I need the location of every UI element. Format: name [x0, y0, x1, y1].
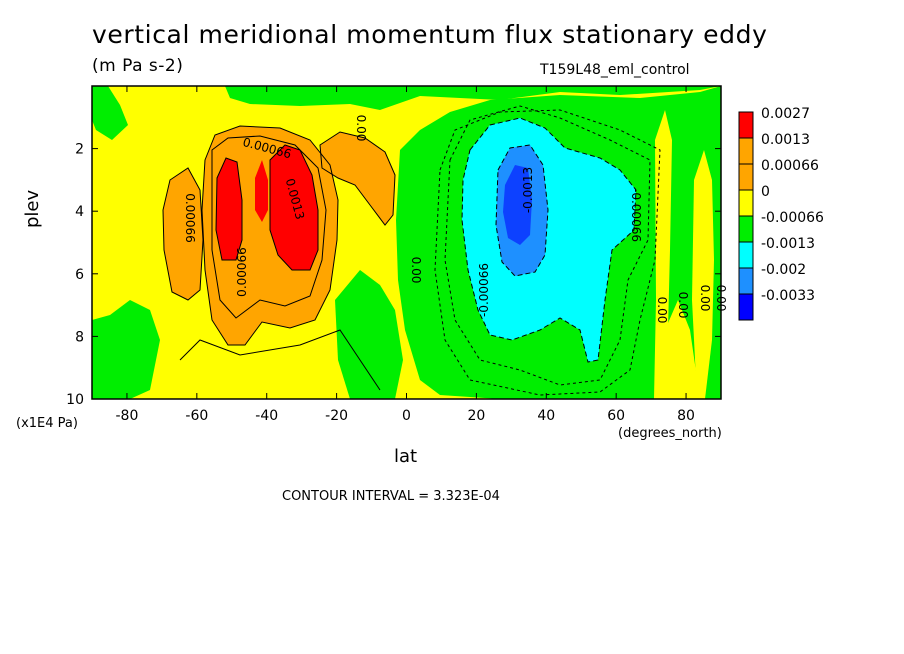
contour-label: -0.0013: [521, 167, 535, 213]
legend-label: 0: [761, 184, 770, 200]
legend-label: 0.0013: [761, 132, 810, 148]
legend-swatch: [738, 215, 754, 243]
x-tick-label: 0: [402, 408, 411, 424]
region-neg-sp: [92, 86, 128, 140]
chart-title: vertical meridional momentum flux statio…: [92, 20, 768, 49]
x-axis-label: lat: [394, 446, 418, 467]
y-tick-label: 2: [75, 142, 84, 158]
legend-label: -0.00066: [761, 210, 824, 226]
contour-field: [92, 86, 721, 399]
contour-label: 0.00: [714, 285, 728, 312]
legend-swatch: [738, 163, 754, 191]
region-pos-sh-upper: [320, 132, 395, 225]
x-tick-label: 40: [537, 408, 555, 424]
x-tick-label: -20: [325, 408, 348, 424]
y-tick-label: 8: [75, 329, 84, 345]
legend-label: -0.0013: [761, 236, 815, 252]
x-tick-label: -40: [255, 408, 278, 424]
region-pos-nh-strip: [654, 110, 672, 399]
y-tick-label: 4: [75, 204, 84, 220]
legend: 0.0027 0.0013 0.00066 0 -0.00066 -0.0013 -0.00…: [738, 106, 824, 321]
contour-label: -0.00066: [477, 263, 491, 317]
run-label: T159L48_eml_control: [540, 62, 690, 78]
region-pos-core-1: [216, 158, 242, 260]
y-tick-label: 6: [75, 267, 84, 283]
x-axis-ticks: -80 -60 -40 -20 0 20 40 60 80: [116, 86, 695, 424]
legend-swatch: [738, 111, 754, 139]
x-tick-label: 20: [467, 408, 485, 424]
x-tick-label: 60: [607, 408, 625, 424]
x-tick-label: -60: [185, 408, 208, 424]
contour-interval: CONTOUR INTERVAL = 3.323E-04: [282, 489, 500, 504]
legend-swatch: [738, 189, 754, 217]
region-pos-core-2: [255, 160, 268, 222]
region-pos-nh-strip2: [692, 150, 714, 399]
y-axis-ticks: 2 4 6 8 10: [66, 142, 721, 408]
contour-label: 0.00: [655, 297, 669, 324]
contour-lines: [162, 105, 661, 396]
region-neg-darkblue: [503, 165, 532, 245]
y-tick-label: 10: [66, 392, 84, 408]
legend-label: -0.0033: [761, 288, 815, 304]
region-pos-core-3: [270, 145, 318, 270]
contour-label: 0.00: [354, 115, 368, 142]
legend-label: -0.002: [761, 262, 806, 278]
legend-label: 0.0027: [761, 106, 810, 122]
contour-label: 0.00: [676, 292, 690, 319]
legend-swatch: [738, 267, 754, 295]
x-tick-label: -80: [116, 408, 139, 424]
region-neg-sh-bottom: [92, 300, 160, 399]
legend-swatch: [738, 293, 754, 321]
legend-swatch: [738, 137, 754, 165]
contour-label: 0.00: [409, 257, 423, 284]
contour-label: 0.00066: [183, 193, 197, 243]
y-axis-unit: (x1E4 Pa): [16, 416, 78, 431]
contour-label: -0.00066: [629, 188, 643, 242]
contour-label: 0.00066: [235, 247, 249, 297]
region-neg-mid: [335, 270, 403, 399]
legend-swatch: [738, 241, 754, 269]
contour-label: 0.00: [698, 285, 712, 312]
region-pos-sh-left: [163, 168, 203, 300]
legend-label: 0.00066: [761, 158, 819, 174]
x-tick-label: 80: [677, 408, 695, 424]
region-neg-top: [225, 86, 721, 110]
chart-units: (m Pa s-2): [92, 56, 184, 76]
region-neg-sp2: [92, 350, 108, 399]
x-axis-unit: (degrees_north): [618, 426, 722, 441]
